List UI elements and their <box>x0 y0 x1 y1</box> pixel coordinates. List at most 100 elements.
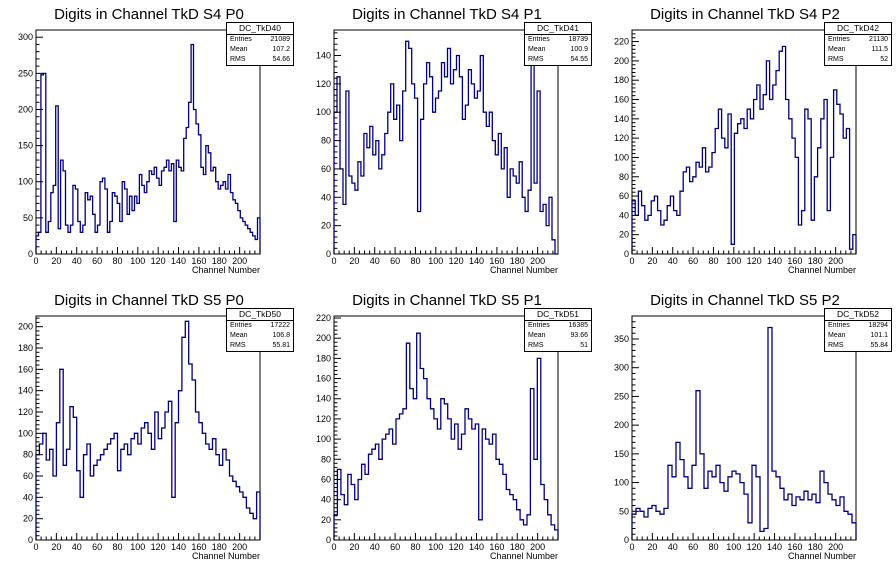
stats-label: RMS <box>528 341 544 349</box>
stats-value: 111.5 <box>871 45 888 53</box>
y-tick-label: 100 <box>614 478 629 488</box>
x-tick-label: 120 <box>747 542 762 552</box>
x-axis-label: Channel Number <box>788 265 856 275</box>
x-tick-label: 0 <box>629 256 634 266</box>
x-tick-label: 80 <box>708 256 718 266</box>
stats-label: Mean <box>528 331 546 339</box>
x-tick-label: 160 <box>787 542 802 552</box>
y-tick-label: 80 <box>619 172 629 182</box>
y-tick-label: 200 <box>614 420 629 430</box>
pad-s5-p1: Digits in Channel TkD S5 P1 0 20 40 60 80 100… <box>298 286 596 572</box>
stats-value: 21089 <box>270 35 290 43</box>
stats-label: Entries <box>828 321 850 329</box>
histogram-plot: 0 20 40 60 80 100 120 140 160 180 200 0 20 40 60 80 100 1… <box>614 29 857 275</box>
stats-row-entries: Entries 18739 <box>525 35 591 45</box>
histogram-line <box>631 45 857 254</box>
x-tick-label: 180 <box>212 256 227 266</box>
y-tick-label: 160 <box>18 364 33 374</box>
x-tick-label: 60 <box>390 542 400 552</box>
y-tick-label: 40 <box>23 492 33 502</box>
y-tick-label: 80 <box>321 136 331 146</box>
y-tick-label: 180 <box>18 343 33 353</box>
y-tick-label: 40 <box>321 495 331 505</box>
x-tick-label: 200 <box>530 256 545 266</box>
stats-value: 51 <box>580 341 588 349</box>
stats-name: DC_TkD40 <box>227 23 293 35</box>
x-tick-label: 20 <box>349 256 359 266</box>
y-tick-label: 0 <box>326 535 331 545</box>
stats-row-rms: RMS 55.84 <box>825 341 891 351</box>
stats-box: DC_TkD42 Entries 21130 Mean 111.5 RMS 52 <box>824 22 892 66</box>
y-tick-label: 350 <box>614 334 629 344</box>
stats-name: DC_TkD50 <box>227 309 293 321</box>
y-tick-label: 60 <box>321 164 331 174</box>
plot-title: Digits in Channel TkD S4 P1 <box>352 6 542 23</box>
x-axis-label: Channel Number <box>788 551 856 561</box>
y-tick-label: 120 <box>316 79 331 89</box>
pad-s5-p0: Digits in Channel TkD S5 P0 0 20 40 60 80 100… <box>0 286 298 572</box>
stats-label: Entries <box>230 35 252 43</box>
y-tick-label: 100 <box>614 152 629 162</box>
stats-label: Mean <box>230 331 248 339</box>
x-tick-label: 40 <box>370 542 380 552</box>
x-tick-label: 100 <box>428 542 443 552</box>
x-tick-label: 200 <box>828 542 843 552</box>
stats-label: Entries <box>230 321 252 329</box>
x-tick-label: 120 <box>747 256 762 266</box>
stats-value: 18294 <box>868 321 888 329</box>
x-tick-label: 140 <box>469 542 484 552</box>
stats-row-entries: Entries 17222 <box>227 321 293 331</box>
x-tick-label: 80 <box>112 256 122 266</box>
x-tick-label: 40 <box>668 256 678 266</box>
stats-box: DC_TkD50 Entries 17222 Mean 106.8 RMS 55.81 <box>226 308 294 352</box>
stats-row-rms: RMS 54.55 <box>525 55 591 65</box>
y-tick-label: 100 <box>18 177 33 187</box>
stats-label: Entries <box>528 35 550 43</box>
x-tick-label: 40 <box>370 256 380 266</box>
stats-label: Mean <box>828 45 846 53</box>
stats-value: 21130 <box>869 35 888 43</box>
histogram-line <box>35 320 261 540</box>
x-tick-label: 80 <box>708 542 718 552</box>
stats-row-entries: Entries 18294 <box>825 321 891 331</box>
stats-label: Mean <box>230 45 248 53</box>
x-tick-label: 100 <box>726 256 741 266</box>
x-tick-label: 0 <box>331 256 336 266</box>
stats-value: 17222 <box>270 321 290 329</box>
x-tick-label: 60 <box>688 256 698 266</box>
stats-value: 55.81 <box>272 341 290 349</box>
y-tick-label: 300 <box>18 32 33 42</box>
x-tick-label: 120 <box>449 256 464 266</box>
x-tick-label: 180 <box>808 256 823 266</box>
y-tick-label: 180 <box>316 353 331 363</box>
x-tick-label: 20 <box>51 542 61 552</box>
stats-label: RMS <box>230 55 246 63</box>
y-tick-label: 100 <box>18 428 33 438</box>
y-tick-label: 220 <box>614 37 629 47</box>
stats-value: 101.1 <box>870 331 888 339</box>
plot-title: Digits in Channel TkD S4 P2 <box>650 6 840 23</box>
y-tick-label: 40 <box>321 192 331 202</box>
stats-value: 93.66 <box>570 331 588 339</box>
x-tick-label: 160 <box>191 256 206 266</box>
y-tick-label: 50 <box>619 506 629 516</box>
y-tick-label: 200 <box>18 104 33 114</box>
x-tick-label: 180 <box>808 542 823 552</box>
x-tick-label: 20 <box>349 542 359 552</box>
stats-label: Mean <box>528 45 546 53</box>
y-tick-label: 220 <box>316 313 331 323</box>
x-tick-label: 120 <box>151 256 166 266</box>
stats-row-mean: Mean 101.1 <box>825 331 891 341</box>
x-axis-label: Channel Number <box>490 551 558 561</box>
stats-row-mean: Mean 100.9 <box>525 45 591 55</box>
histogram-plot: 0 20 40 60 80 100 120 140 160 180 200 0 20 40 60 80 100 1… <box>316 29 559 275</box>
y-tick-label: 120 <box>316 414 331 424</box>
y-tick-label: 120 <box>18 407 33 417</box>
x-tick-label: 20 <box>647 256 657 266</box>
histogram-line <box>631 326 857 540</box>
x-tick-label: 40 <box>72 256 82 266</box>
x-tick-label: 200 <box>530 542 545 552</box>
x-axis-label: Channel Number <box>192 265 260 275</box>
x-tick-label: 100 <box>428 256 443 266</box>
stats-row-entries: Entries 21089 <box>227 35 293 45</box>
